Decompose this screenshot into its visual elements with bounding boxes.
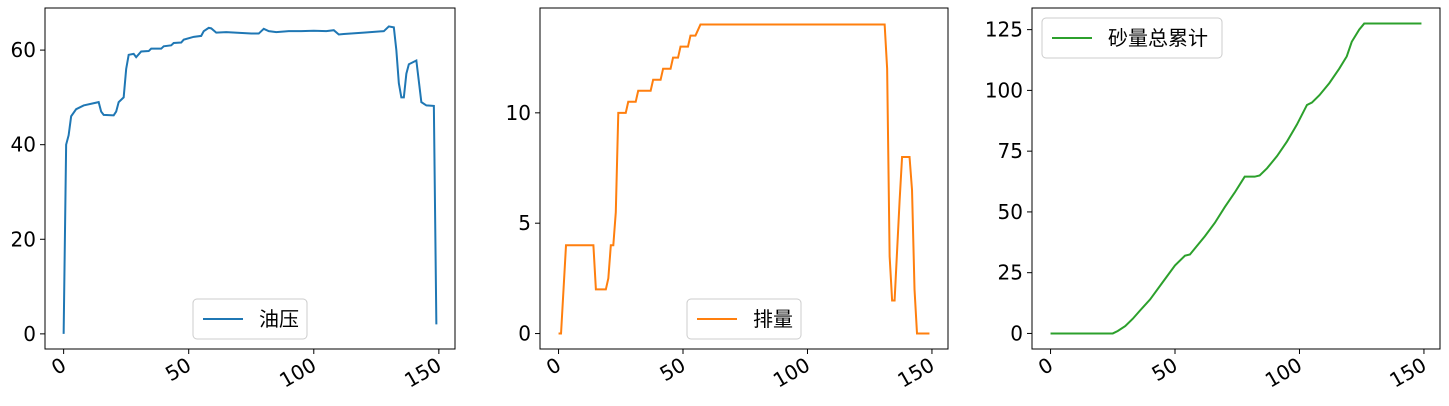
legend-label: 排量 bbox=[753, 307, 793, 331]
x-tick-label: 50 bbox=[161, 353, 195, 387]
y-tick-label: 20 bbox=[11, 227, 36, 251]
legend-box bbox=[1041, 17, 1223, 59]
x-tick-label: 150 bbox=[893, 353, 938, 393]
data-line bbox=[1050, 22, 1422, 335]
legend-box bbox=[686, 298, 802, 340]
x-tick-label: 50 bbox=[1147, 353, 1181, 387]
x-tick-label: 100 bbox=[1261, 353, 1306, 393]
legend: 油压 bbox=[192, 298, 308, 340]
legend-box bbox=[192, 298, 308, 340]
y-tick-label: 10 bbox=[506, 101, 531, 125]
y-tick-label: 100 bbox=[985, 78, 1023, 102]
data-line bbox=[62, 25, 438, 334]
subplot: 0 25 50 75 100 125 0 50 100 150 砂量总累计 bbox=[985, 7, 1441, 393]
data-line bbox=[558, 23, 930, 335]
x-tick-label: 100 bbox=[275, 353, 320, 393]
axes-frame bbox=[44, 7, 456, 350]
y-tick-label: 40 bbox=[11, 133, 36, 157]
axes-frame bbox=[1031, 7, 1441, 350]
legend-label: 油压 bbox=[259, 307, 299, 331]
y-tick-label: 75 bbox=[998, 139, 1023, 163]
x-tick-label: 50 bbox=[655, 353, 689, 387]
legend-label: 砂量总累计 bbox=[1108, 26, 1208, 50]
legend: 排量 bbox=[686, 298, 802, 340]
y-tick-label: 50 bbox=[998, 200, 1023, 224]
y-tick-label: 0 bbox=[518, 322, 531, 346]
x-tick-label: 0 bbox=[47, 353, 70, 380]
y-tick-label: 125 bbox=[985, 18, 1023, 42]
y-tick-label: 0 bbox=[1010, 321, 1023, 345]
x-tick-label: 0 bbox=[1034, 353, 1057, 380]
axes-frame bbox=[539, 7, 949, 350]
x-tick-label: 100 bbox=[769, 353, 814, 393]
y-tick-label: 25 bbox=[998, 261, 1023, 285]
subplot: 0 20 40 60 0 50 100 150 油压 bbox=[11, 7, 456, 393]
y-tick-label: 5 bbox=[518, 211, 531, 235]
y-tick-label: 60 bbox=[11, 38, 36, 62]
x-tick-label: 0 bbox=[542, 353, 565, 380]
y-tick-label: 0 bbox=[23, 322, 36, 346]
x-tick-label: 150 bbox=[1385, 353, 1430, 393]
legend: 砂量总累计 bbox=[1041, 17, 1223, 59]
x-tick-label: 150 bbox=[400, 353, 445, 393]
